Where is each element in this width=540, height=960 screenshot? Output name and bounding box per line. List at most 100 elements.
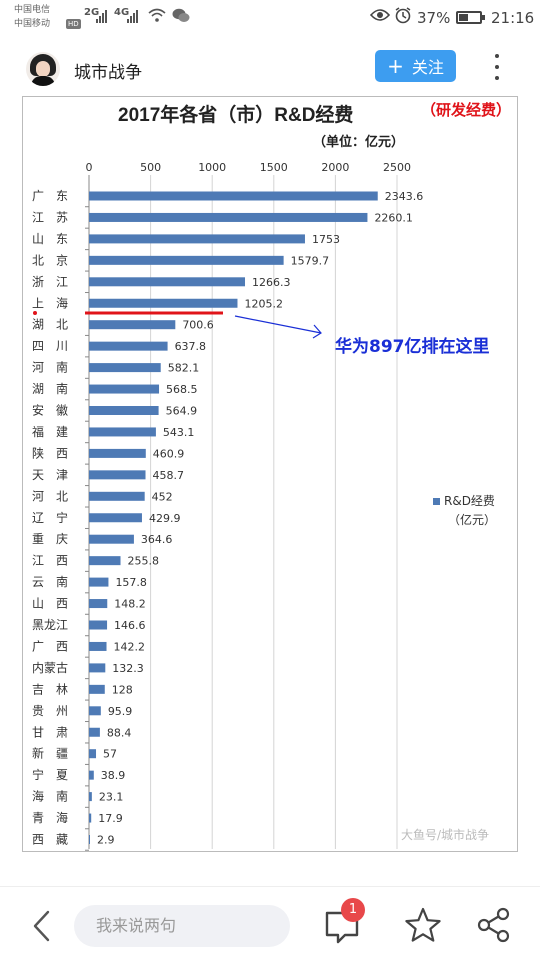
data-label: 2260.1 — [374, 211, 413, 224]
category-label: 贵 州 — [32, 704, 68, 718]
category-label: 黑龙江 — [32, 618, 68, 632]
more-options-icon[interactable] — [492, 54, 502, 80]
comment-count-badge: 1 — [341, 898, 365, 922]
bar — [89, 491, 145, 501]
bar — [89, 212, 368, 222]
category-label: 河 北 — [32, 489, 68, 503]
watermark: 大鱼号/城市战争 — [401, 827, 489, 842]
data-label: 458.7 — [153, 469, 185, 482]
legend-unit: （亿元） — [448, 512, 496, 527]
data-label: 568.5 — [166, 383, 198, 396]
data-label: 564.9 — [166, 405, 198, 418]
account-name[interactable]: 城市战争 — [74, 63, 142, 83]
category-label: 福 建 — [32, 424, 68, 439]
legend-label: R&D经费 — [444, 494, 495, 508]
star-icon[interactable] — [404, 906, 442, 944]
data-label: 1753 — [312, 233, 340, 246]
wechat-icon — [172, 8, 190, 27]
x-tick-label: 500 — [140, 161, 161, 174]
bar — [89, 320, 176, 330]
bar — [89, 749, 97, 759]
data-label: 157.8 — [115, 576, 147, 589]
chart-subtitle: （单位：亿元） — [313, 134, 404, 150]
back-arrow-icon[interactable] — [30, 909, 54, 943]
wifi-icon — [148, 8, 166, 26]
hd-badge: HD — [66, 19, 81, 29]
data-label: 255.8 — [128, 555, 160, 568]
category-label: 青 海 — [32, 810, 68, 825]
clock: 21:16 — [491, 9, 535, 27]
category-label: 湖 北 — [32, 317, 68, 332]
plus-icon: + — [387, 54, 404, 78]
data-label: 95.9 — [108, 705, 133, 718]
legend-swatch — [433, 498, 440, 505]
data-label: 38.9 — [101, 769, 126, 782]
category-label: 海 南 — [32, 789, 68, 804]
x-tick-label: 1000 — [198, 161, 226, 174]
category-label: 山 西 — [32, 597, 68, 611]
bar — [89, 792, 92, 802]
category-label: 云 南 — [32, 574, 68, 589]
category-label: 安 徽 — [32, 403, 68, 418]
eye-icon — [369, 7, 391, 26]
article-image[interactable]: 2017年各省（市）R&D经费 （研发经费） （单位：亿元） 0 500 1000 1500… — [22, 96, 518, 852]
share-icon[interactable] — [477, 907, 511, 943]
data-label: 2.9 — [97, 834, 115, 847]
category-label: 甘 肃 — [32, 725, 68, 739]
bar — [89, 341, 168, 351]
status-bar: 中国电信 中国移动 HD 2G 4G 37% 21:16 — [0, 0, 540, 38]
annotation-text: 华为897亿排在这里 — [335, 336, 490, 357]
data-label: 582.1 — [168, 362, 200, 375]
data-label: 429.9 — [149, 512, 181, 525]
category-label: 陕 西 — [32, 445, 68, 460]
x-tick-label: 0 — [86, 161, 93, 174]
bar — [89, 684, 105, 694]
bar — [89, 298, 238, 308]
bar — [89, 427, 156, 437]
bar — [89, 363, 161, 373]
data-label: 132.3 — [112, 662, 144, 675]
bar — [89, 599, 108, 609]
bar — [89, 727, 100, 737]
data-label: 57 — [103, 748, 117, 761]
category-label: 天 津 — [32, 468, 68, 482]
rd-expenditure-chart: 2017年各省（市）R&D经费 （研发经费） （单位：亿元） 0 500 1000 1500… — [32, 101, 511, 851]
category-label: 山 东 — [32, 232, 68, 246]
bar — [89, 406, 159, 415]
follow-label: 关注 — [411, 58, 444, 77]
data-label: 146.6 — [114, 619, 146, 632]
category-label: 上 海 — [32, 295, 68, 310]
category-label: 新 疆 — [32, 746, 68, 761]
bar — [89, 384, 160, 394]
x-tick-label: 1500 — [260, 161, 288, 174]
bar — [89, 191, 378, 201]
bar — [89, 255, 284, 265]
category-label: 西 藏 — [32, 833, 68, 847]
bar — [89, 577, 109, 587]
bar — [89, 470, 146, 480]
bar — [89, 706, 101, 716]
data-label: 543.1 — [163, 426, 195, 439]
comment-input[interactable]: 我来说两句 — [74, 905, 290, 947]
data-label: 23.1 — [99, 791, 124, 804]
category-label: 内蒙古 — [32, 660, 68, 675]
category-label: 江 西 — [32, 554, 68, 568]
category-label: 重 庆 — [32, 532, 68, 546]
bar — [89, 835, 90, 844]
bar — [89, 663, 106, 673]
signal-icon — [127, 9, 138, 23]
bar — [89, 770, 94, 780]
category-label: 广 东 — [32, 189, 68, 203]
data-label: 1579.7 — [291, 254, 330, 267]
category-label: 江 苏 — [32, 210, 68, 224]
follow-button[interactable]: + 关注 — [375, 50, 456, 82]
category-label: 湖 南 — [32, 381, 68, 396]
data-label: 637.8 — [175, 340, 207, 353]
data-label: 88.4 — [107, 726, 131, 739]
article-header: 城市战争 + 关注 — [0, 38, 540, 98]
data-label: 148.2 — [114, 598, 146, 611]
bar — [89, 641, 107, 651]
data-label: 460.9 — [153, 447, 185, 460]
avatar[interactable] — [26, 52, 60, 86]
chart-title: 2017年各省（市）R&D经费 — [118, 103, 353, 126]
